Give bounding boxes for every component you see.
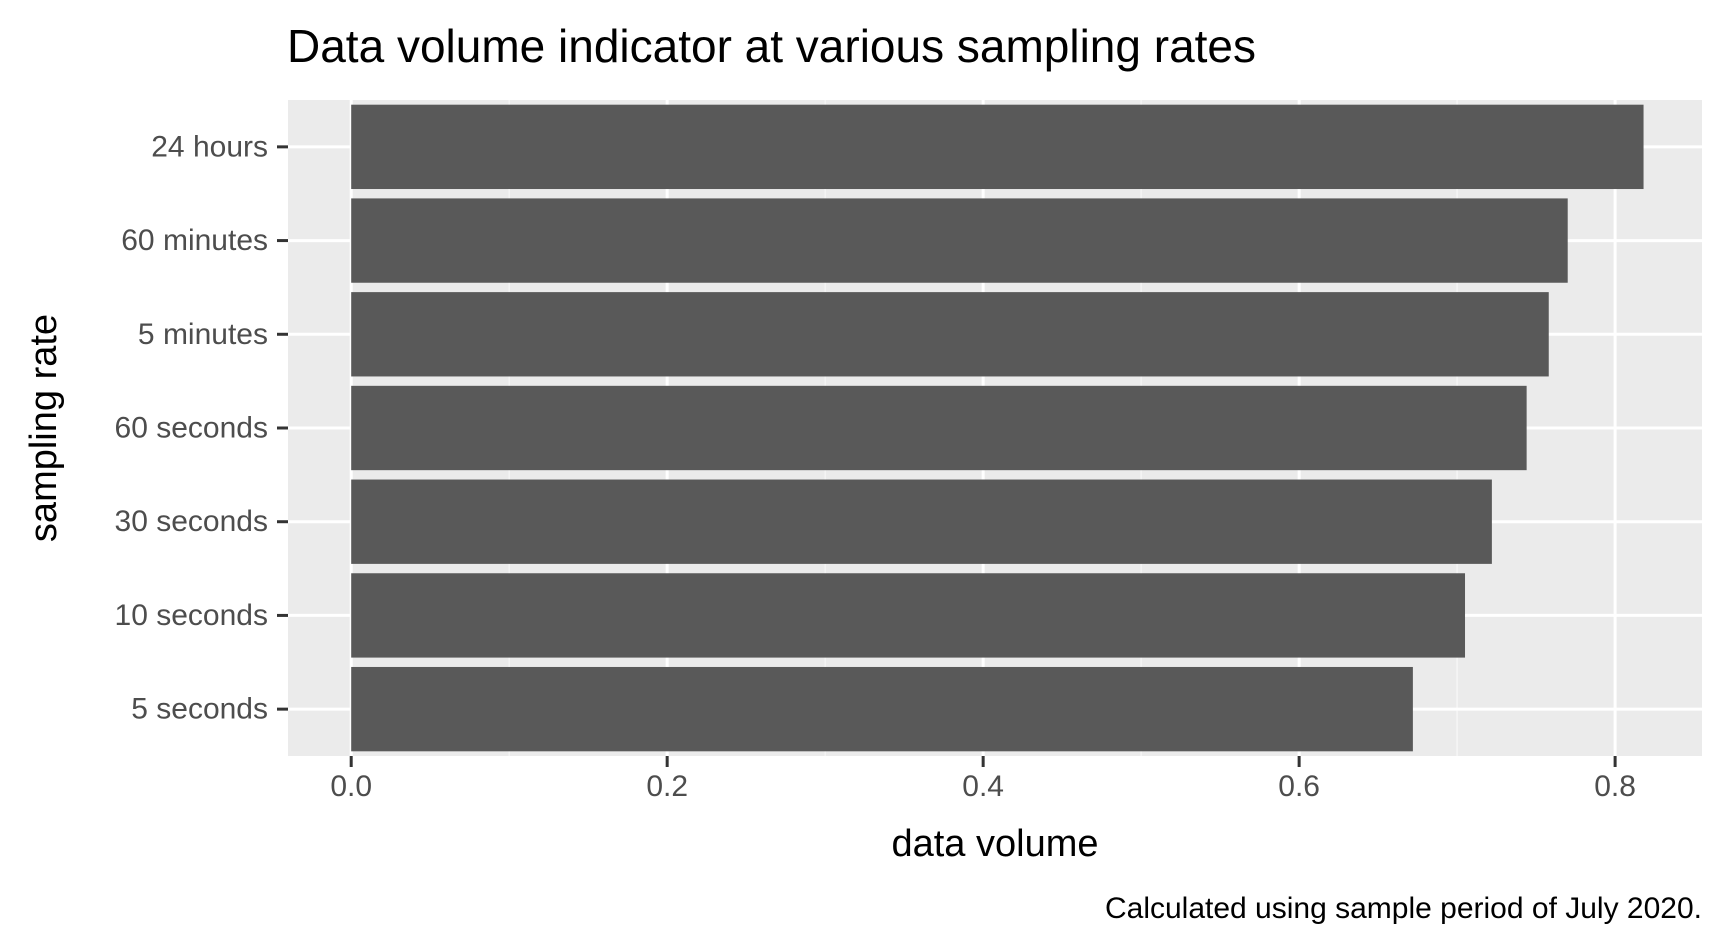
bar-24-hours	[351, 104, 1644, 190]
x-tick-label: 0.2	[646, 770, 688, 803]
y-tick-label: 60 seconds	[115, 412, 268, 445]
x-tick-label: 0.8	[1594, 770, 1636, 803]
x-tick-label: 0.6	[1278, 770, 1320, 803]
y-axis: 24 hours 60 minutes 5 minutes 60 seconds 30 …	[115, 130, 288, 726]
x-tick-label: 0.0	[330, 770, 372, 803]
bar-10-seconds	[351, 573, 1466, 658]
bar-60-minutes	[351, 198, 1568, 283]
x-axis: 0.0 0.2 0.4 0.6 0.8	[330, 756, 1636, 803]
y-axis-title: sampling rate	[23, 314, 65, 542]
bar-30-seconds	[351, 479, 1492, 564]
y-tick-label: 5 seconds	[131, 693, 268, 726]
bar-5-minutes	[351, 292, 1549, 377]
y-tick-label: 24 hours	[151, 130, 268, 163]
x-tick-label: 0.4	[962, 770, 1004, 803]
y-tick-label: 5 minutes	[138, 318, 268, 351]
chart-title: Data volume indicator at various samplin…	[287, 20, 1256, 72]
bar-5-seconds	[351, 666, 1413, 752]
y-tick-label: 30 seconds	[115, 505, 268, 538]
bars	[351, 104, 1644, 752]
bar-60-seconds	[351, 385, 1527, 471]
chart-caption: Calculated using sample period of July 2…	[1105, 892, 1702, 925]
y-tick-label: 10 seconds	[115, 599, 268, 632]
x-axis-title: data volume	[891, 823, 1098, 865]
y-tick-label: 60 minutes	[121, 224, 268, 257]
